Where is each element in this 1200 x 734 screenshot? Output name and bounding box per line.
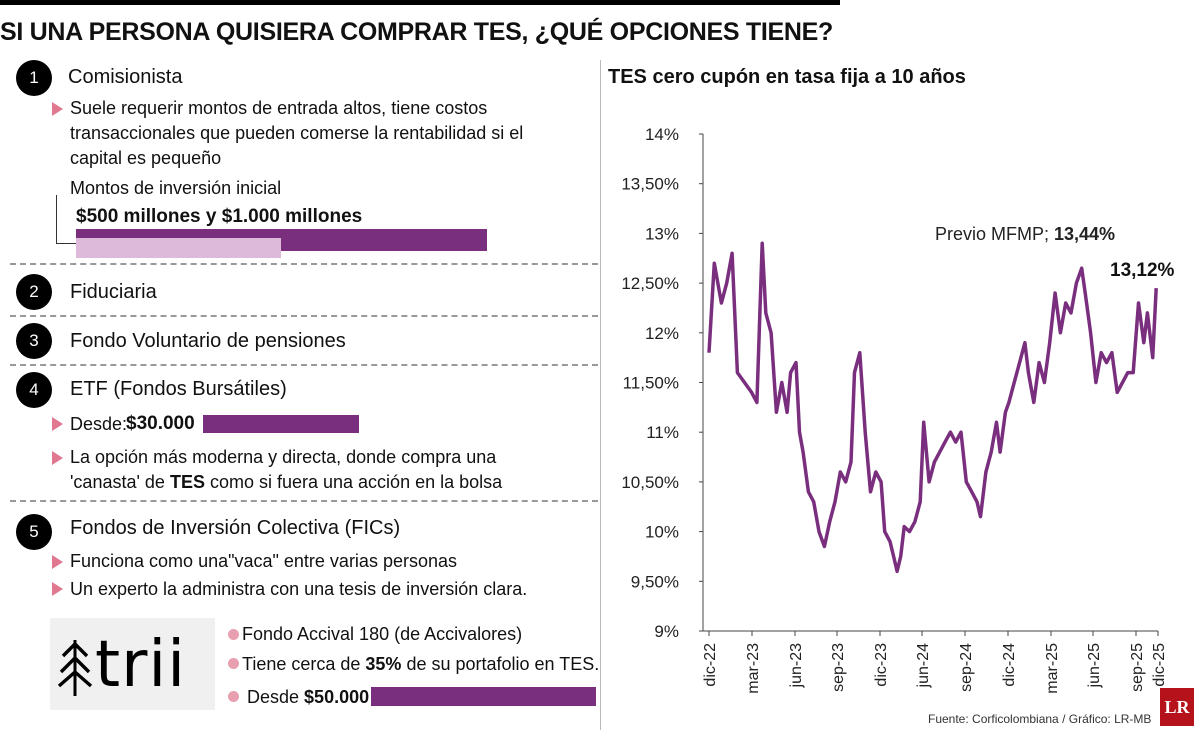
tes-line-chart: 9% 9,50% 10% 10,50% 11% 11,50% 12% 12,50% 13% 13,… [621, 125, 1175, 694]
source-note: Fuente: Corficolombiana / Gráfico: LR-MB [928, 712, 1152, 726]
y-tick-label: 9,50% [631, 572, 679, 591]
fics-bullet-2: Un experto la administra con una tesis d… [70, 579, 528, 599]
amount-label: Montos de inversión inicial [70, 178, 282, 198]
trii-amount-bar [371, 687, 596, 706]
amount-value: $500 millones y $1.000 millones [76, 206, 363, 227]
option-title-5: Fondos de Inversión Colectiva (FICs) [70, 517, 401, 539]
option-1-desc-line-1: Suele requerir montos de entrada altos, … [70, 98, 488, 118]
etf-desc-line-1: La opción más moderna y directa, donde c… [70, 447, 497, 467]
x-tick-label: dic-23 [873, 643, 890, 687]
x-tick-label: sep-25 [1129, 643, 1146, 692]
option-title-4: ETF (Fondos Bursátiles) [70, 378, 287, 400]
last-value-label: 13,12% [1110, 260, 1175, 281]
y-tick-label: 13% [645, 224, 679, 243]
bullet-triangle-icon [52, 451, 63, 465]
trii-logo-box [50, 618, 215, 710]
option-number-4: 4 [16, 372, 52, 408]
y-tick-label: 13,50% [621, 175, 679, 194]
etf-desc-line-2: 'canasta' de TES como si fuera una acció… [70, 472, 503, 492]
trii-item-2: Tiene cerca de 35% de su portafolio en T… [242, 654, 600, 674]
y-tick-label: 11,50% [623, 374, 679, 393]
divider [10, 315, 598, 317]
y-tick-label: 11% [646, 423, 679, 442]
divider [10, 263, 598, 265]
bullet-dot-icon [228, 629, 239, 640]
tree-icon [57, 640, 93, 696]
option-number-5: 5 [16, 514, 52, 550]
option-1-desc-line-3: capital es pequeño [70, 148, 222, 168]
x-tick-label: sep-23 [830, 643, 847, 692]
bullet-triangle-icon [52, 555, 63, 569]
lr-logo: LR [1160, 688, 1194, 726]
option-title-1: Comisionista [68, 66, 183, 88]
option-1-desc-line-2: transaccionales que pueden comerse la re… [70, 123, 524, 143]
annotation-mfmp: Previo MFMP; 13,44% [935, 224, 1115, 244]
bullet-triangle-icon [52, 102, 63, 116]
x-tick-label: dic-24 [1001, 643, 1018, 687]
trii-logo-text: trii [95, 628, 186, 702]
bullet-triangle-icon [52, 582, 63, 596]
fics-bullet-1: Funciona como una"vaca" entre varias per… [70, 551, 457, 571]
trii-item-1: Fondo Accival 180 (de Accivalores) [242, 624, 523, 644]
x-tick-label: jun-25 [1086, 643, 1103, 689]
divider [10, 364, 598, 366]
amount-bar-min [76, 238, 281, 258]
top-rule [0, 0, 840, 5]
column-divider [600, 60, 601, 730]
x-tick-label: mar-23 [745, 643, 762, 694]
x-tick-label: mar-25 [1044, 643, 1061, 694]
amount-bracket [56, 195, 77, 244]
option-number-1: 1 [16, 60, 52, 96]
option-number-3: 3 [16, 323, 52, 359]
x-tick-label: sep-24 [958, 643, 975, 692]
etf-from-value: $30.000 [126, 413, 195, 434]
x-tick-label: jun-24 [915, 643, 932, 689]
y-tick-label: 10% [645, 523, 679, 542]
page-title: SI UNA PERSONA QUISIERA COMPRAR TES, ¿QU… [0, 18, 833, 46]
y-tick-label: 12% [645, 324, 679, 343]
y-tick-label: 14% [645, 125, 679, 144]
y-tick-label: 9% [654, 622, 679, 641]
option-title-2: Fiduciaria [70, 281, 157, 303]
bullet-triangle-icon [52, 417, 63, 431]
x-tick-label: jun-23 [788, 643, 805, 689]
y-tick-label: 12,50% [621, 274, 679, 293]
etf-amount-bar [203, 415, 359, 433]
trii-item-3: Desde $50.000 [247, 687, 370, 707]
option-number-2: 2 [16, 274, 52, 310]
option-title-3: Fondo Voluntario de pensiones [70, 330, 346, 352]
series-line [707, 241, 1158, 574]
divider [10, 500, 598, 502]
x-tick-label: dic-25 [1151, 643, 1168, 687]
etf-from-label: Desde: [70, 414, 128, 434]
bullet-dot-icon [228, 658, 239, 669]
y-tick-label: 10,50% [621, 473, 679, 492]
chart-title: TES cero cupón en tasa fija a 10 años [608, 66, 966, 88]
bullet-dot-icon [228, 691, 239, 702]
x-tick-label: dic-22 [702, 643, 719, 687]
